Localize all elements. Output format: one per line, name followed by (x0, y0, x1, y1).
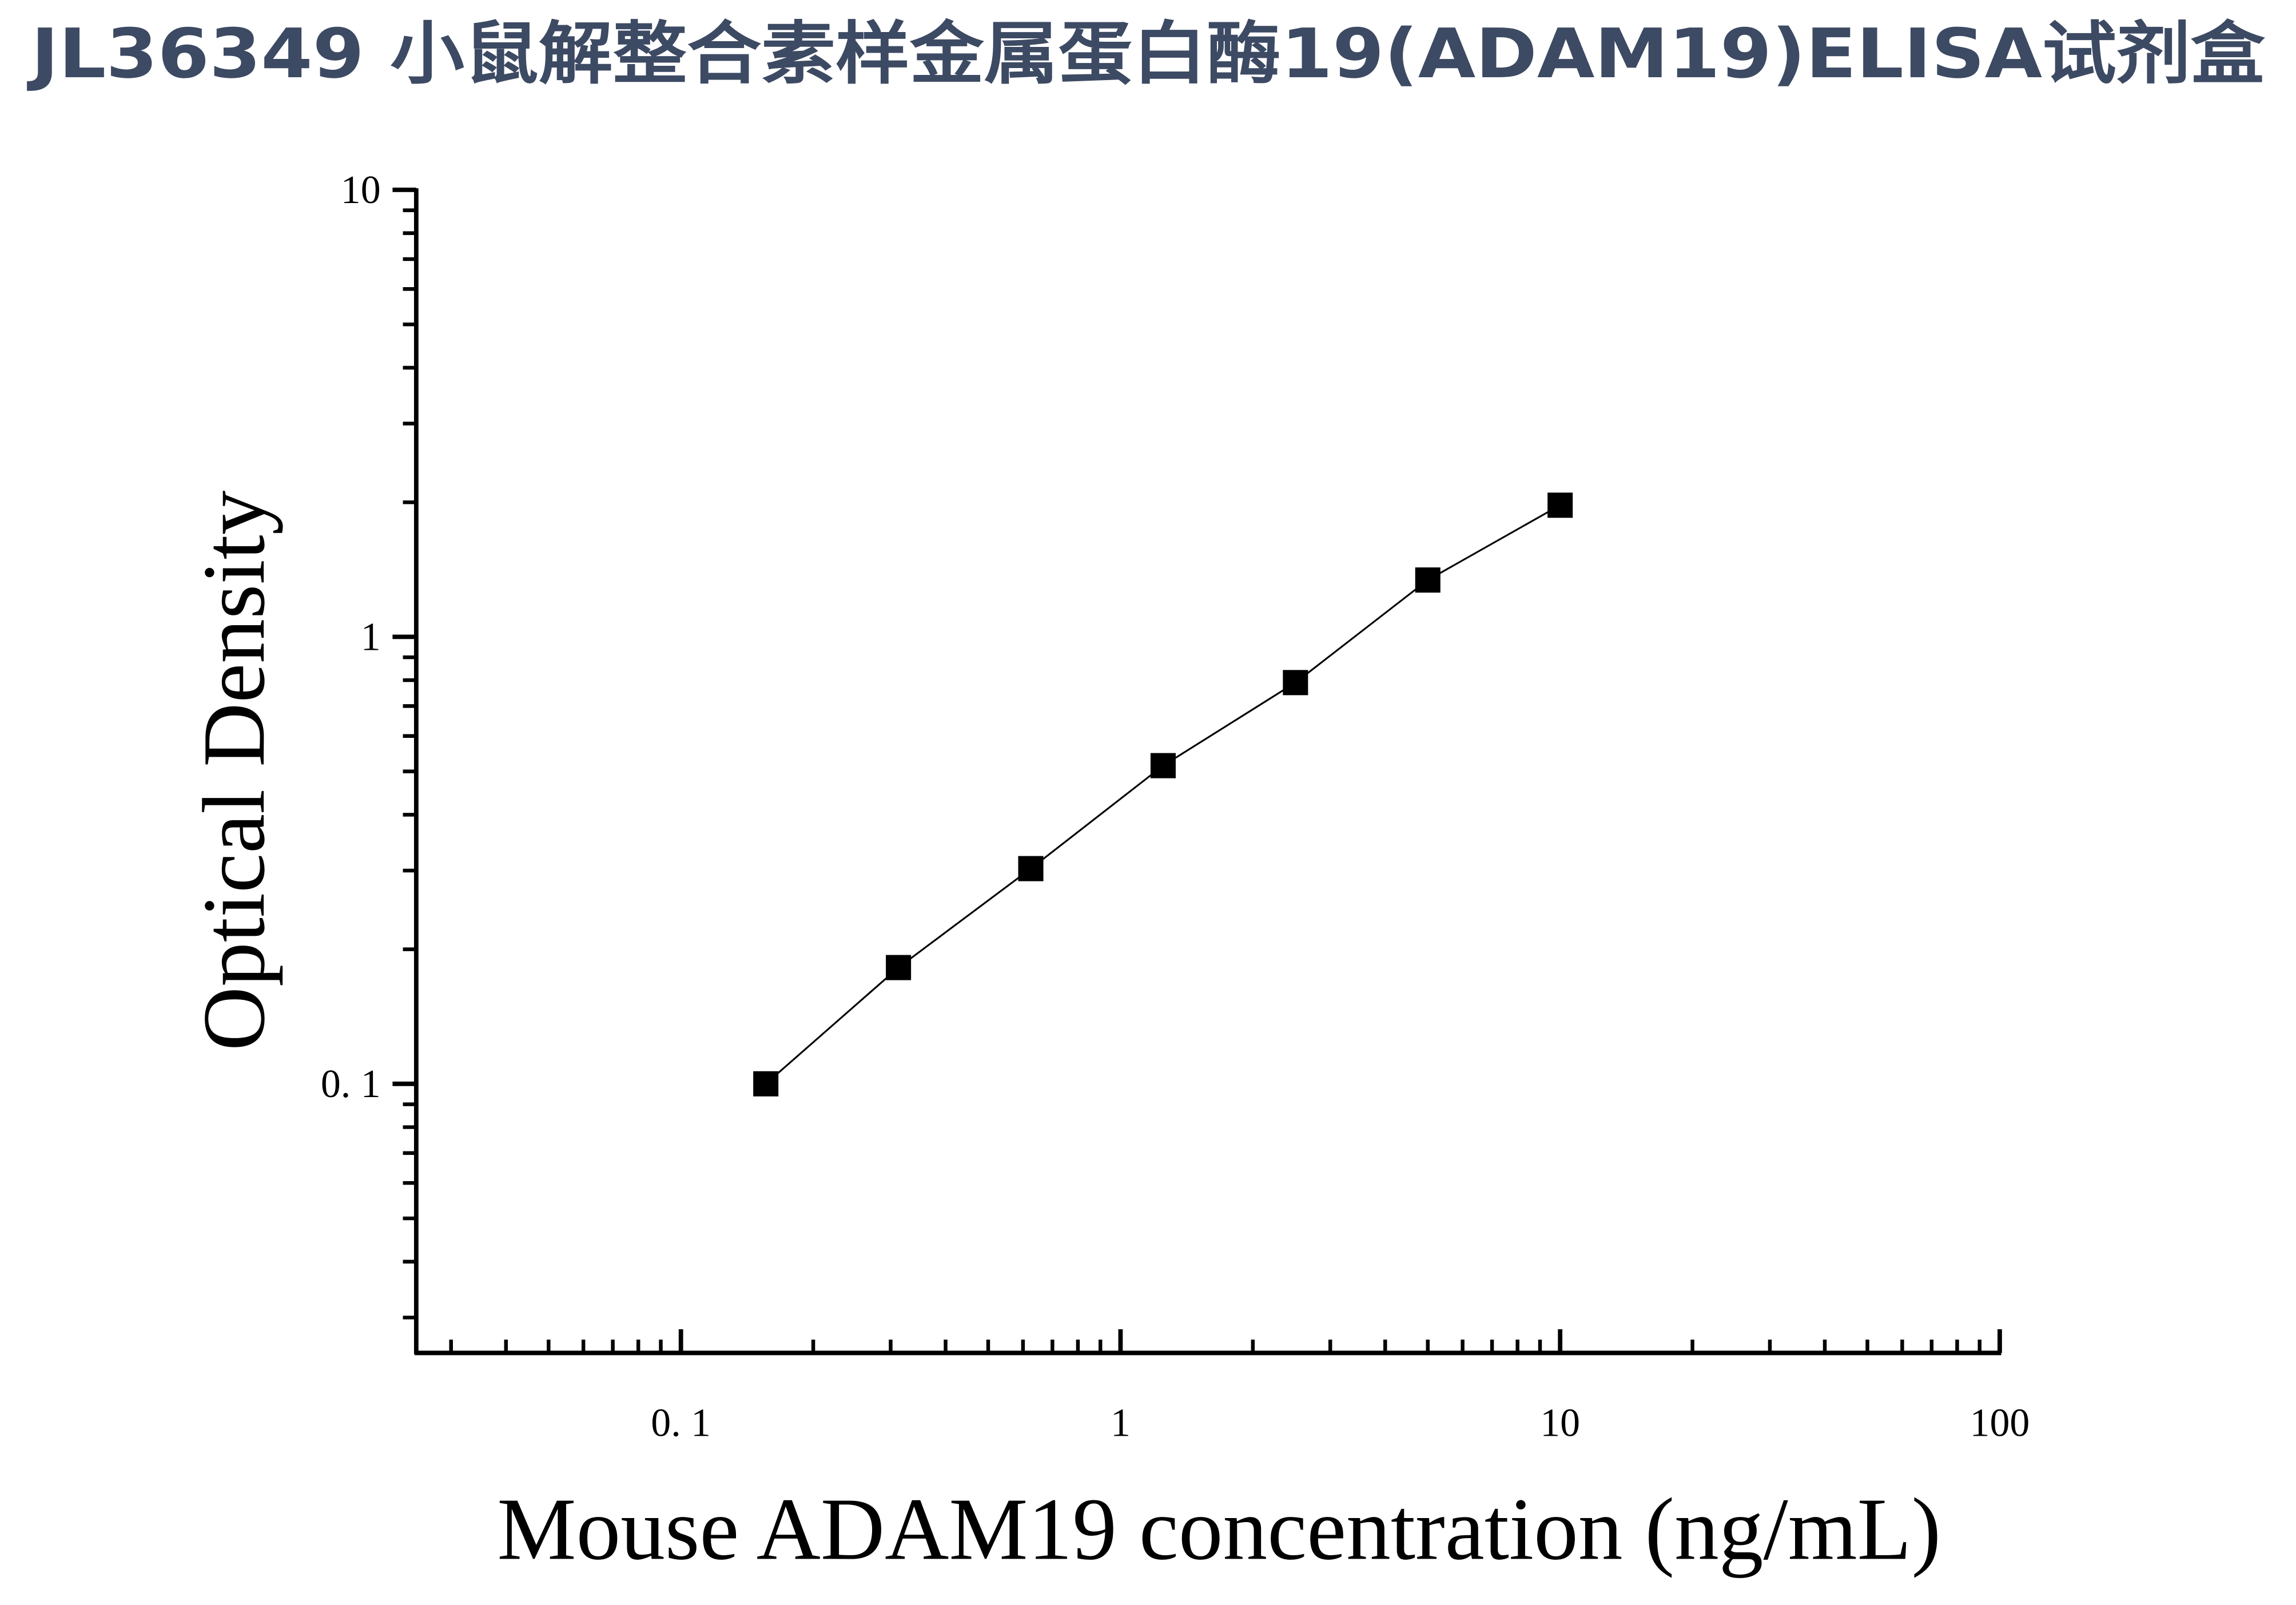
point (1150, 753, 1176, 778)
y-axis-label: Optical Density (185, 490, 283, 1051)
y-tick-label: 10 (341, 168, 381, 212)
fit-line (765, 504, 1561, 1084)
point (753, 1071, 779, 1097)
point (1018, 856, 1044, 881)
x-tick-label: 100 (1969, 1401, 2030, 1445)
y-tick-label: 0. 1 (321, 1062, 381, 1106)
chart-title: JL36349 小鼠解整合素样金属蛋白酶19(ADAM19)ELISA试剂盒 (27, 14, 2266, 94)
x-tick-label: 1 (1111, 1401, 1131, 1445)
x-axis-label: Mouse ADAM19 concentration (ng/mL) (497, 1480, 1941, 1578)
point (886, 955, 912, 980)
x-tick-label: 10 (1540, 1401, 1580, 1445)
point (1547, 492, 1573, 518)
x-tick-label: 0. 1 (651, 1401, 711, 1445)
y-tick-label: 1 (361, 615, 381, 660)
point (1415, 567, 1441, 593)
point (1283, 670, 1308, 696)
